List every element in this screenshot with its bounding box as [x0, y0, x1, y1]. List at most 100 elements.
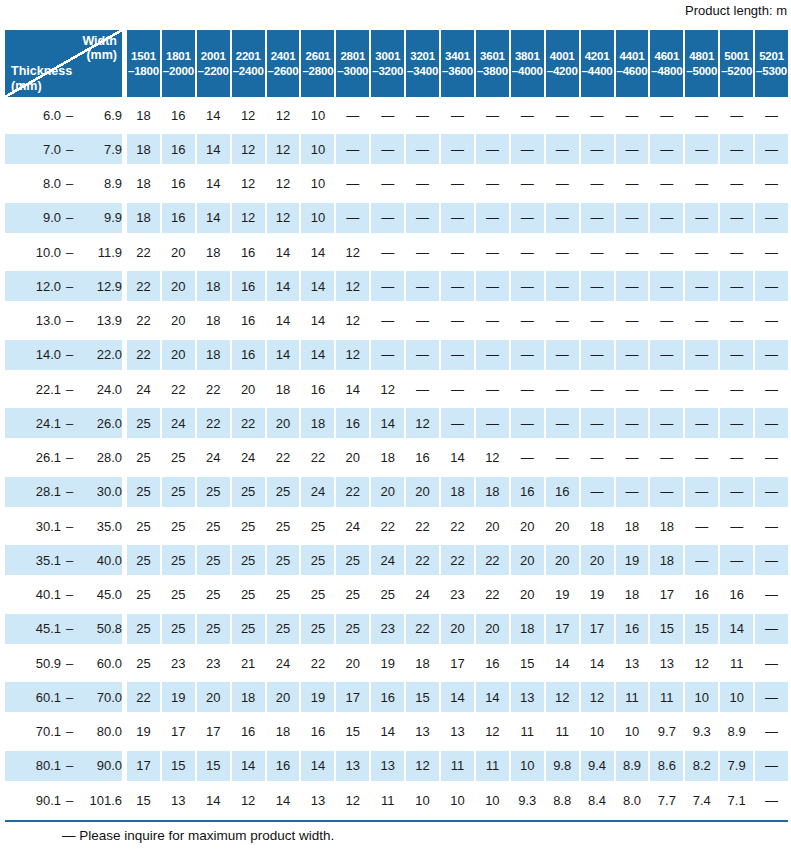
value-cell: — [546, 203, 579, 233]
value-cell: — [720, 134, 753, 164]
thickness-range-cell: 26.1–28.0 [5, 443, 122, 473]
value-cell: 25 [336, 545, 369, 575]
value-cell: — [546, 374, 579, 404]
value-cell: — [616, 100, 649, 130]
value-cell: — [441, 374, 474, 404]
value-cell: — [720, 374, 753, 404]
range-separator: – [61, 519, 78, 534]
value-cell: 18 [267, 374, 300, 404]
value-cell: 11 [476, 751, 509, 781]
value-cell: 21 [232, 648, 265, 678]
value-cell: 12 [232, 134, 265, 164]
table-row: 26.1–28.02525242422222018161412———————— [5, 443, 788, 473]
value-cell: 15 [406, 682, 439, 712]
value-cell: 19 [581, 580, 614, 610]
value-cell: — [371, 134, 404, 164]
value-cell: 19 [546, 580, 579, 610]
value-cell: 20 [476, 614, 509, 644]
width-col-line2: –3400 [407, 64, 438, 79]
value-cell: 11 [441, 751, 474, 781]
value-cell: 12 [406, 408, 439, 438]
value-cell: — [755, 237, 788, 267]
value-cell: 16 [511, 477, 544, 507]
value-cell: — [720, 477, 753, 507]
value-cell: — [720, 100, 753, 130]
value-cell: — [650, 203, 683, 233]
value-cell: 9.4 [581, 751, 614, 781]
value-cell: 8.9 [616, 751, 649, 781]
value-cell: 14 [197, 100, 230, 130]
value-cell: 12 [685, 648, 718, 678]
table-row: 80.1–90.01715151416141313121111109.89.48… [5, 751, 788, 781]
value-cell: — [581, 203, 614, 233]
value-cell: 24 [336, 511, 369, 541]
width-col-line2: –4600 [616, 64, 647, 79]
value-cell: — [650, 477, 683, 507]
value-cell: — [685, 443, 718, 473]
value-cell: — [406, 374, 439, 404]
value-cell: 12 [406, 751, 439, 781]
value-cell: 14 [371, 408, 404, 438]
width-col-line2: –2600 [268, 64, 299, 79]
value-cell: — [650, 408, 683, 438]
value-cell: 25 [301, 614, 334, 644]
width-col-line1: 1501 [131, 49, 156, 64]
value-cell: — [476, 169, 509, 199]
width-label-text: Width [82, 34, 117, 48]
thickness-from: 6.0 [11, 108, 61, 123]
table-row: 9.0–9.9181614121210————————————— [5, 203, 788, 233]
value-cell: 16 [685, 580, 718, 610]
width-col-header-3: 2001–2200 [197, 30, 230, 97]
value-cell: 25 [267, 545, 300, 575]
value-cell: — [755, 408, 788, 438]
width-col-line2: –5200 [721, 64, 752, 79]
value-cell: — [476, 374, 509, 404]
value-cell: — [685, 545, 718, 575]
value-cell: 14 [441, 443, 474, 473]
thickness-to: 22.0 [78, 347, 122, 362]
value-cell: 18 [232, 682, 265, 712]
width-col-line1: 4801 [689, 49, 714, 64]
value-cell: 25 [127, 477, 160, 507]
value-cell: 22 [406, 511, 439, 541]
value-cell: 15 [127, 785, 160, 815]
value-cell: — [476, 237, 509, 267]
table-row: 45.1–50.82525252525252523222020181717161… [5, 614, 788, 644]
table-row: 24.1–26.0252422222018161412—————————— [5, 408, 788, 438]
value-cell: — [511, 203, 544, 233]
value-cell: 18 [650, 545, 683, 575]
value-cell: 25 [267, 580, 300, 610]
value-cell: 20 [476, 511, 509, 541]
value-cell: 14 [301, 237, 334, 267]
width-col-line1: 3601 [480, 49, 505, 64]
value-cell: — [476, 408, 509, 438]
thickness-from: 60.1 [11, 690, 61, 705]
value-cell: 16 [616, 614, 649, 644]
width-col-line2: –5000 [686, 64, 717, 79]
value-cell: — [511, 443, 544, 473]
value-cell: 12 [267, 203, 300, 233]
value-cell: 24 [301, 477, 334, 507]
width-col-header-18: 5001–5200 [720, 30, 753, 97]
value-cell: 17 [162, 717, 195, 747]
value-cell: 22 [127, 271, 160, 301]
value-cell: 18 [650, 511, 683, 541]
thickness-from: 70.1 [11, 724, 61, 739]
value-cell: — [755, 134, 788, 164]
table-row: 30.1–35.02525252525252422222220202018181… [5, 511, 788, 541]
value-cell: — [616, 408, 649, 438]
thickness-from: 14.0 [11, 347, 61, 362]
width-col-header-15: 4401–4600 [616, 30, 649, 97]
thickness-axis-label: Thickness (mm) [11, 64, 72, 93]
value-cell: — [650, 306, 683, 336]
value-cell: 25 [267, 511, 300, 541]
thickness-label-text: Thickness [11, 64, 72, 78]
value-cell: 20 [267, 408, 300, 438]
thickness-to: 30.0 [78, 484, 122, 499]
value-cell: 14 [336, 374, 369, 404]
value-cell: — [650, 169, 683, 199]
value-cell: 12 [267, 169, 300, 199]
value-cell: 22 [127, 340, 160, 370]
value-cell: 22 [441, 511, 474, 541]
thickness-to: 13.9 [78, 313, 122, 328]
